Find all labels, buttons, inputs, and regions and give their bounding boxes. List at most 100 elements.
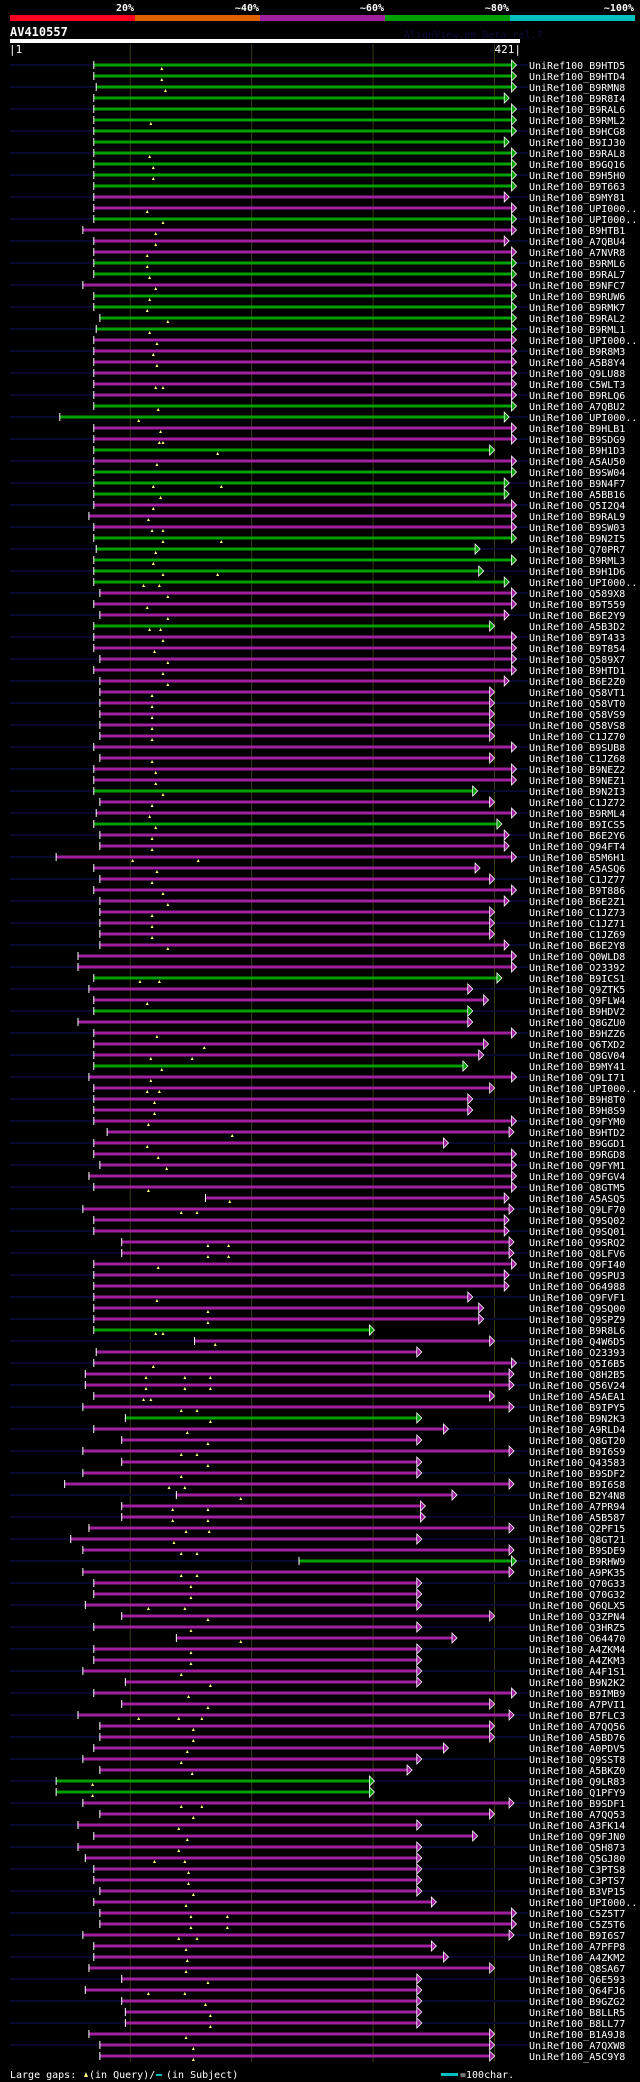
- hit-label[interactable]: UniRef100_B9NEZ1: [529, 776, 625, 787]
- hit-label[interactable]: UniRef100_B9GZG2: [529, 1997, 625, 2008]
- hit-row[interactable]: UniRef100_B9HTB1: [82, 224, 625, 237]
- hit-row[interactable]: UniRef100_B9RMK7: [10, 301, 625, 314]
- hit-row[interactable]: UniRef100_A5ASQ6: [93, 862, 625, 875]
- hit-label[interactable]: UniRef100_Q8H2B5: [529, 1370, 625, 1381]
- hit-row[interactable]: UniRef100_B9SDE9: [82, 1544, 625, 1557]
- hit-label[interactable]: UniRef100_Q3ZPN4: [529, 1612, 625, 1623]
- hit-row[interactable]: UniRef100_Q4W6D5: [10, 1335, 625, 1348]
- hit-label[interactable]: UniRef100_O64470: [529, 1634, 625, 1645]
- hit-row[interactable]: UniRef100_B9N2K2: [124, 1676, 625, 1689]
- hit-label[interactable]: UniRef100_UPI000..: [529, 215, 637, 226]
- hit-row[interactable]: UniRef100_B9R8L6: [93, 1324, 625, 1337]
- hit-label[interactable]: UniRef100_B9IPY5: [529, 1403, 625, 1414]
- hit-label[interactable]: UniRef100_B9RHW9: [529, 1557, 625, 1568]
- hit-label[interactable]: UniRef100_Q70PR7: [529, 545, 625, 556]
- hit-label[interactable]: UniRef100_B9NFC7: [529, 281, 625, 292]
- hit-row[interactable]: UniRef100_B6E2Y8: [10, 939, 625, 952]
- hit-label[interactable]: UniRef100_B8LL77: [529, 2019, 625, 2030]
- hit-label[interactable]: UniRef100_UPI000..: [529, 413, 637, 424]
- hit-row[interactable]: UniRef100_Q8LFV6: [10, 1247, 625, 1260]
- hit-row[interactable]: UniRef100_Q58VS9: [99, 708, 625, 721]
- hit-row[interactable]: UniRef100_B9IPY5: [10, 1401, 625, 1414]
- hit-label[interactable]: UniRef100_B9SDG9: [529, 435, 625, 446]
- hit-label[interactable]: UniRef100_B9NEZ2: [529, 765, 625, 776]
- hit-label[interactable]: UniRef100_Q70G32: [529, 1590, 625, 1601]
- hit-row[interactable]: UniRef100_Q9LF70: [10, 1203, 625, 1216]
- hit-label[interactable]: UniRef100_Q56V24: [529, 1381, 625, 1392]
- hit-label[interactable]: UniRef100_B9N2K3: [529, 1414, 625, 1425]
- hit-label[interactable]: UniRef100_A7QBU2: [529, 402, 625, 413]
- hit-row[interactable]: UniRef100_B9NFC7: [10, 279, 625, 292]
- hit-label[interactable]: UniRef100_B9SW04: [529, 468, 625, 479]
- hit-label[interactable]: UniRef100_Q9FYM0: [529, 1117, 625, 1128]
- hit-row[interactable]: UniRef100_Q6E593: [10, 1973, 625, 1986]
- hit-label[interactable]: UniRef100_Q9ZTK5: [529, 985, 625, 996]
- hit-row[interactable]: UniRef100_A4ZKM2: [10, 1951, 625, 1964]
- hit-label[interactable]: UniRef100_B9N2I3: [529, 787, 625, 798]
- hit-row[interactable]: UniRef100_C5Z5T6: [99, 1918, 625, 1931]
- hit-row[interactable]: UniRef100_C1JZ68: [99, 752, 625, 765]
- hit-row[interactable]: UniRef100_A4F1S1: [10, 1665, 625, 1678]
- hit-label[interactable]: UniRef100_B9H8S9: [529, 1106, 625, 1117]
- hit-row[interactable]: UniRef100_B9HDV2: [10, 1005, 625, 1018]
- hit-row[interactable]: UniRef100_B9RML4: [10, 807, 625, 820]
- hit-row[interactable]: UniRef100_B9RHW9: [10, 1555, 625, 1568]
- hit-row[interactable]: UniRef100_B9I6S8: [64, 1478, 625, 1491]
- hit-label[interactable]: UniRef100_Q9FVF1: [529, 1293, 625, 1304]
- hit-label[interactable]: UniRef100_A5B8Y4: [529, 358, 625, 369]
- hit-row[interactable]: UniRef100_Q9FVF1: [10, 1291, 625, 1304]
- hit-label[interactable]: UniRef100_B9RLQ6: [529, 391, 625, 402]
- hit-label[interactable]: UniRef100_Q9SQ02: [529, 1216, 625, 1227]
- hit-row[interactable]: UniRef100_B9RAL2: [99, 312, 625, 325]
- hit-row[interactable]: UniRef100_O23393: [95, 1346, 626, 1359]
- hit-row[interactable]: UniRef100_A5B587: [10, 1511, 625, 1524]
- hit-label[interactable]: UniRef100_B9H1D6: [529, 567, 625, 578]
- hit-label[interactable]: UniRef100_A3FK14: [529, 1821, 625, 1832]
- hit-row[interactable]: UniRef100_C5WLT3: [93, 378, 625, 391]
- hit-label[interactable]: UniRef100_B6E2Y6: [529, 831, 625, 842]
- hit-row[interactable]: UniRef100_B9RAL6: [10, 103, 625, 116]
- hit-row[interactable]: UniRef100_Q6TXD2: [93, 1038, 625, 1051]
- hit-row[interactable]: UniRef100_Q64FJ6: [84, 1984, 626, 1997]
- hit-row[interactable]: UniRef100_A9PK35: [82, 1566, 625, 1579]
- hit-row[interactable]: UniRef100_B9NEZ2: [10, 763, 625, 776]
- hit-label[interactable]: UniRef100_O64988: [529, 1282, 625, 1293]
- hit-label[interactable]: UniRef100_A9PK35: [529, 1568, 625, 1579]
- hit-label[interactable]: UniRef100_B9SUB8: [529, 743, 625, 754]
- hit-label[interactable]: UniRef100_Q9FJN0: [529, 1832, 625, 1843]
- hit-row[interactable]: UniRef100_B9I6S9: [10, 1445, 625, 1458]
- hit-row[interactable]: UniRef100_Q70G33: [10, 1577, 625, 1590]
- hit-label[interactable]: UniRef100_C1JZ73: [529, 908, 625, 919]
- hit-label[interactable]: UniRef100_UPI000..: [529, 204, 637, 215]
- hit-label[interactable]: UniRef100_A7NVR8: [529, 248, 625, 259]
- hit-label[interactable]: UniRef100_Q1PFY9: [529, 1788, 625, 1799]
- hit-label[interactable]: UniRef100_B9SDF2: [529, 1469, 625, 1480]
- hit-label[interactable]: UniRef100_C1JZ77: [529, 875, 625, 886]
- hit-label[interactable]: UniRef100_C3PTS7: [529, 1876, 625, 1887]
- hit-label[interactable]: UniRef100_B9HTD5: [529, 61, 625, 72]
- hit-row[interactable]: UniRef100_Q9ZTK5: [10, 983, 625, 996]
- hit-label[interactable]: UniRef100_C1JZ69: [529, 930, 625, 941]
- hit-row[interactable]: UniRef100_B9RAL8: [10, 147, 625, 160]
- hit-label[interactable]: UniRef100_A9RLD4: [529, 1425, 625, 1436]
- hit-row[interactable]: UniRef100_Q1PFY9: [55, 1786, 626, 1799]
- hit-label[interactable]: UniRef100_B9HTD4: [529, 72, 625, 83]
- hit-label[interactable]: UniRef100_B9RAL2: [529, 314, 625, 325]
- hit-row[interactable]: UniRef100_O23392: [10, 961, 625, 974]
- hit-row[interactable]: UniRef100_A7PFP8: [93, 1940, 625, 1953]
- hit-row[interactable]: UniRef100_B9R8I4: [93, 92, 625, 105]
- hit-row[interactable]: UniRef100_B9HCG8: [10, 125, 625, 138]
- hit-label[interactable]: UniRef100_B9HTD2: [529, 1128, 625, 1139]
- hit-row[interactable]: UniRef100_B9IMB9: [10, 1687, 625, 1700]
- hit-row[interactable]: UniRef100_C5Z5T7: [10, 1907, 625, 1920]
- hit-row[interactable]: UniRef100_Q8SA67: [88, 1962, 625, 1975]
- hit-row[interactable]: UniRef100_UPI000..: [10, 411, 637, 424]
- hit-label[interactable]: UniRef100_A7PVI1: [529, 1700, 625, 1711]
- hit-label[interactable]: UniRef100_B9HCG8: [529, 127, 625, 138]
- hit-label[interactable]: UniRef100_B9IMB9: [529, 1689, 625, 1700]
- hit-row[interactable]: UniRef100_Q5I2Q4: [10, 499, 625, 512]
- hit-label[interactable]: UniRef100_B9RML6: [529, 259, 625, 270]
- hit-row[interactable]: UniRef100_A7PR94: [121, 1500, 625, 1513]
- hit-row[interactable]: UniRef100_Q94FT4: [99, 840, 625, 853]
- hit-label[interactable]: UniRef100_Q589X7: [529, 655, 625, 666]
